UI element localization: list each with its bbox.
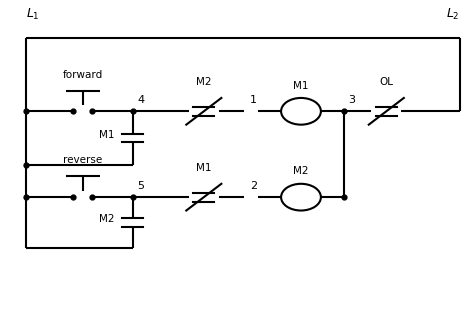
Text: 4: 4 [137,95,145,105]
Text: M2: M2 [99,214,114,225]
Text: 2: 2 [250,181,257,191]
Text: M1: M1 [196,163,211,173]
Text: $L_1$: $L_1$ [26,7,40,22]
Text: OL: OL [379,78,393,87]
Text: $L_2$: $L_2$ [446,7,460,22]
Text: 5: 5 [137,181,145,191]
Text: M1: M1 [99,130,114,140]
Text: reverse: reverse [64,156,102,165]
Text: forward: forward [63,70,103,80]
Text: M1: M1 [293,81,309,91]
Text: M2: M2 [196,78,211,87]
Text: 3: 3 [348,95,356,105]
Text: M2: M2 [293,167,309,176]
Text: 1: 1 [250,95,257,105]
